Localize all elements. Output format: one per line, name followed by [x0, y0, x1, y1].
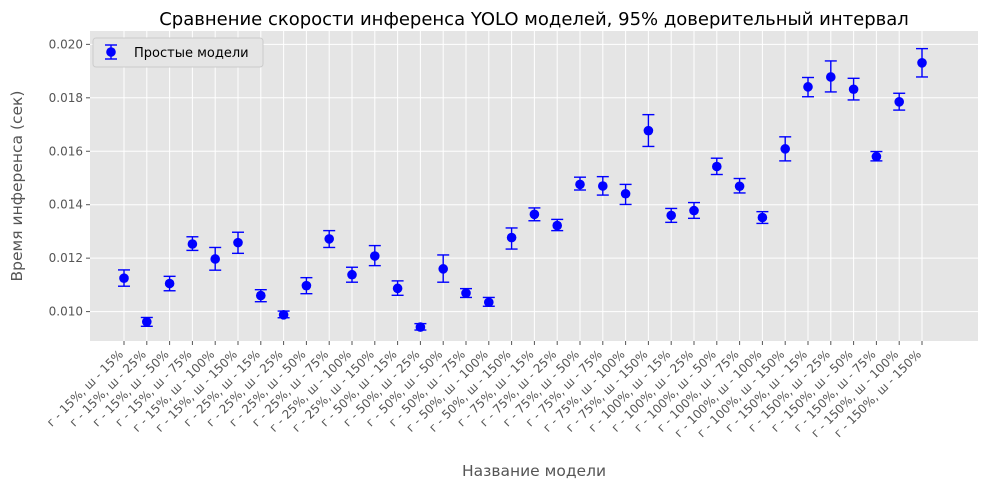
data-point	[164, 278, 175, 289]
data-point	[210, 254, 220, 264]
data-point	[575, 179, 585, 190]
data-point	[119, 273, 129, 283]
y-tick-label: 0.014	[49, 198, 83, 212]
data-point	[689, 205, 699, 216]
data-point	[712, 161, 722, 172]
data-point	[666, 210, 676, 221]
y-axis-ticks: 0.010 0.012 0.014 0.016 0.018 0.020	[49, 37, 90, 319]
data-point	[392, 283, 403, 294]
data-point	[370, 251, 380, 261]
data-point	[278, 310, 289, 320]
x-axis-ticks: г - 15%, ш - 15%г - 15%, ш - 25%г - 15%,…	[44, 341, 924, 440]
y-tick-label: 0.016	[49, 144, 83, 158]
data-point	[734, 181, 745, 192]
legend-marker-dot	[106, 47, 116, 57]
y-tick-label: 0.018	[49, 91, 83, 105]
y-tick-label: 0.010	[49, 305, 83, 319]
data-point	[233, 237, 243, 248]
data-points	[119, 58, 927, 332]
data-point	[347, 269, 357, 280]
data-point	[255, 290, 266, 301]
data-point	[826, 72, 836, 82]
data-point	[871, 151, 882, 162]
data-point	[780, 144, 790, 154]
data-point	[415, 322, 426, 332]
data-point	[529, 209, 540, 220]
data-point	[484, 297, 494, 308]
data-point	[917, 58, 927, 68]
y-tick-label: 0.012	[49, 251, 83, 265]
data-point	[506, 232, 517, 243]
data-point	[848, 84, 859, 95]
y-tick-label: 0.020	[49, 37, 83, 51]
data-point	[803, 82, 813, 92]
data-point	[461, 288, 471, 298]
grid-lines	[90, 31, 978, 341]
data-point	[757, 212, 768, 223]
legend: Простые модели	[92, 37, 264, 68]
data-point	[142, 316, 152, 327]
data-point	[620, 188, 631, 199]
data-point	[598, 181, 608, 191]
data-point	[301, 280, 312, 291]
chart-title: Сравнение скорости инференса YOLO моделе…	[159, 9, 909, 30]
legend-box	[92, 37, 264, 68]
x-axis-label: Название модели	[462, 462, 606, 480]
y-axis-label: Время инференса (сек)	[8, 91, 26, 282]
data-point	[324, 234, 335, 244]
data-point	[552, 220, 562, 231]
legend-marker-icon	[105, 44, 117, 60]
legend-label: Простые модели	[134, 46, 249, 61]
data-point	[438, 264, 449, 274]
data-point	[187, 239, 198, 249]
data-point	[894, 97, 904, 107]
data-point	[643, 125, 654, 136]
